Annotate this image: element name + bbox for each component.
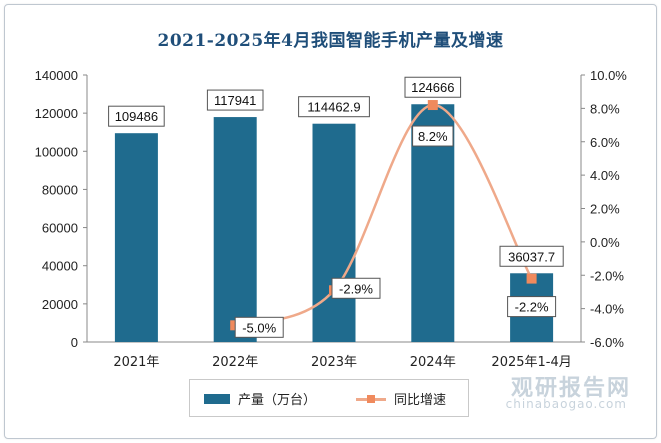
bar-value-label-box bbox=[108, 105, 165, 127]
growth-value-label-box bbox=[507, 296, 557, 318]
y-right-tick-label: 2.0% bbox=[590, 202, 620, 217]
x-tick-label: 2021年 bbox=[113, 355, 159, 370]
y-right-tick-label: 0.0% bbox=[590, 235, 620, 250]
growth-value-label: -5.0% bbox=[242, 320, 276, 335]
x-tick-label: 2024年 bbox=[410, 355, 456, 370]
bar bbox=[114, 133, 158, 342]
x-tick-label: 2023年 bbox=[311, 355, 357, 370]
y-right-tick-label: 8.0% bbox=[590, 101, 620, 116]
y-left-tick-label: 60000 bbox=[42, 221, 78, 236]
legend-bar-swatch bbox=[204, 393, 230, 404]
growth-point bbox=[526, 273, 537, 284]
growth-value-label: -2.9% bbox=[339, 281, 373, 296]
legend-item-bars: 产量（万台） bbox=[204, 389, 316, 408]
bar-value-label: 117941 bbox=[214, 93, 256, 108]
y-right-tick-label: -6.0% bbox=[590, 335, 624, 350]
bar bbox=[213, 117, 257, 342]
watermark-brand: 观研报告网 bbox=[510, 376, 631, 401]
legend: 产量（万台） 同比增速 bbox=[189, 379, 469, 417]
growth-value-label: -2.2% bbox=[515, 300, 549, 315]
bar-value-label-box bbox=[499, 245, 564, 267]
bar-value-label: 114462.9 bbox=[307, 100, 360, 115]
y-left-tick-label: 100000 bbox=[35, 144, 78, 159]
y-left-tick-label: 0 bbox=[71, 335, 78, 350]
y-left-tick-label: 80000 bbox=[42, 182, 78, 197]
bar bbox=[312, 123, 356, 342]
growth-value-label-box bbox=[412, 125, 454, 147]
legend-item-line: 同比增速 bbox=[356, 389, 446, 408]
y-left-tick-label: 40000 bbox=[42, 259, 78, 274]
bar-value-label-box bbox=[404, 76, 462, 98]
y-right-tick-label: 10.0% bbox=[590, 68, 627, 83]
y-right-tick-label: 4.0% bbox=[590, 168, 620, 183]
y-right-tick-label: -4.0% bbox=[590, 302, 624, 317]
growth-value-label-box bbox=[331, 277, 381, 299]
legend-label-line: 同比增速 bbox=[394, 393, 447, 408]
y-left-tick-label: 120000 bbox=[35, 106, 78, 121]
y-right-tick-label: 6.0% bbox=[590, 135, 620, 150]
bar-value-label: 109486 bbox=[115, 109, 158, 124]
legend-label-bars: 产量（万台） bbox=[238, 393, 317, 408]
x-tick-label: 2022年 bbox=[212, 355, 258, 370]
growth-point bbox=[427, 100, 438, 111]
growth-line bbox=[234, 103, 533, 327]
bar-value-label-box bbox=[206, 89, 264, 111]
legend-line-swatch bbox=[356, 393, 386, 405]
chart-title: 2021-2025年4月我国智能手机产量及增速 bbox=[157, 31, 504, 51]
y-right-tick-label: -2.0% bbox=[590, 268, 624, 283]
growth-value-label: 8.2% bbox=[418, 129, 448, 144]
bar-value-label: 36037.7 bbox=[508, 249, 555, 264]
x-tick-label: 2025年1-4月 bbox=[491, 355, 571, 370]
growth-value-label-box bbox=[234, 316, 284, 338]
bar-value-label-box bbox=[298, 96, 370, 118]
y-left-tick-label: 20000 bbox=[42, 297, 78, 312]
watermark-url: chinabaogao.com bbox=[505, 397, 627, 411]
y-left-tick-label: 140000 bbox=[35, 68, 78, 83]
bar-value-label: 124666 bbox=[411, 80, 454, 95]
